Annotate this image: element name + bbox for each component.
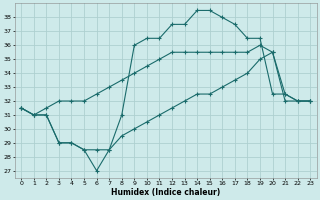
X-axis label: Humidex (Indice chaleur): Humidex (Indice chaleur): [111, 188, 220, 197]
